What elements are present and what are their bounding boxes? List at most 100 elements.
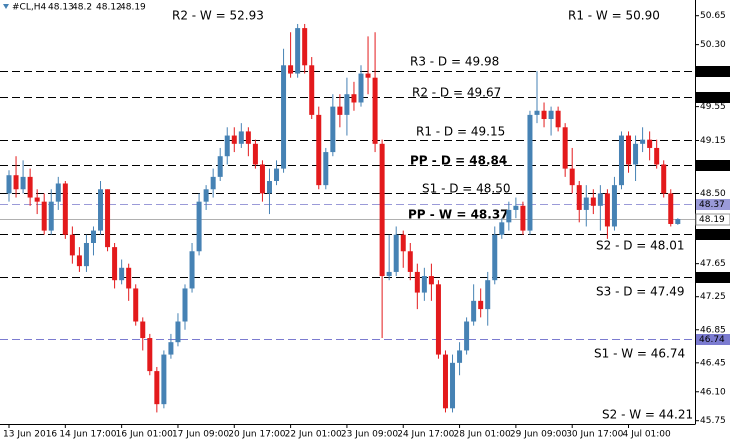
candle-body [365,73,371,78]
candle-body [20,176,26,190]
level-axis-box [696,160,730,171]
candle-body [210,176,216,190]
candle-body [675,219,681,224]
candle-body [457,350,463,363]
level-axis-label: 49.67 [699,93,725,103]
candle-body [534,110,540,115]
candle-body [126,267,132,289]
level-label: R1 - D = 49.15 [416,125,505,139]
symbol: #CL,H4 [12,3,46,13]
candle-body [555,110,561,128]
candle-body [492,234,498,281]
candle-body [6,175,12,194]
current-price-label: 48.19 [699,215,725,225]
y-tick-label: 46.10 [700,387,726,397]
candle-body [471,300,477,322]
candle-body [274,168,280,182]
candle-body [590,197,596,206]
candle-body [316,114,322,186]
y-tick-label: 47.65 [700,259,726,269]
candle-body [330,106,336,153]
level-axis-label: 47.49 [699,273,725,283]
x-tick-label: 13 Jun 2016 [3,430,57,440]
y-tick-label: 50.30 [700,40,726,50]
header-icon [3,4,9,9]
candle-body [541,110,547,120]
candle-body [295,28,301,74]
candle-body [513,205,519,210]
header-high: 48.2 [72,3,92,13]
candle-body [189,251,195,289]
candle-body [133,288,139,322]
candle-body [337,106,343,115]
candle-body [464,321,470,351]
y-tick-label: 46.45 [700,358,726,368]
candle-body [161,354,167,405]
candle-body [238,131,244,144]
y-tick-label: 47.25 [700,292,726,302]
candle-body [224,135,230,157]
candle-body [478,300,484,310]
candle-body [626,135,632,165]
candle-body [668,193,674,224]
x-tick-label: 17 Jun 09:00 [172,430,229,440]
candle-body [407,251,413,272]
header-close: 48.19 [120,3,146,13]
candle-body [344,94,350,115]
level-axis-label: 49.98 [699,67,725,77]
candle-body [266,181,272,194]
header-low: 48.12 [96,3,122,13]
candle-body [34,197,40,202]
level-axis-box [696,272,730,283]
candle-body [182,288,188,322]
candle-body [83,242,89,267]
level-axis-box [696,92,730,103]
x-tick-label: 28 Jun 01:00 [454,430,511,440]
level-axis-box [696,229,730,240]
candle-body [358,73,364,103]
header-open: 48.13 [48,3,74,13]
candle-body [442,354,448,409]
level-label: PP - W = 48.37 [408,208,509,222]
candle-body [168,342,174,355]
candle-body [351,94,357,103]
candle-body [393,234,399,272]
candle-body [140,321,146,339]
candle-body [41,201,47,231]
candle-body [62,183,68,235]
level-label: S1 - W = 46.74 [594,347,685,361]
candle-body [414,271,420,293]
candle-body [506,209,512,223]
level-axis-label: 48.01 [699,230,725,240]
y-tick-label: 50.65 [700,11,726,21]
candle-body [633,143,639,165]
level-axis-label: 46.74 [699,335,725,345]
level-label: S2 - D = 48.01 [596,239,685,253]
level-axis-label: 48.37 [699,200,725,210]
level-axis-box [696,66,730,77]
candle-body [450,362,456,409]
x-tick-label: 24 Jun 17:00 [397,430,454,440]
candle-body [323,152,329,186]
candle-body [583,197,589,210]
candle-body [55,183,61,202]
level-label: R3 - D = 49.98 [410,55,499,69]
candle-body [288,65,294,74]
level-label: S2 - W = 44.21 [602,408,693,422]
candle-body [281,65,287,169]
candle-body [231,135,237,144]
candle-body [69,234,75,256]
x-tick-label: 16 Jun 01:00 [116,430,173,440]
level-label: S1 - D = 48.50 [422,182,511,196]
x-tick-label: 4 Jul 01:00 [623,430,672,440]
candle-body [499,222,505,235]
candle-body [105,189,111,248]
candle-body [618,135,624,186]
candle-body [654,147,660,165]
candle-body [76,255,82,267]
candle-body [245,131,251,144]
x-tick-label: 23 Jun 09:00 [341,430,398,440]
candle-body [13,175,19,190]
candle-body [203,189,209,202]
